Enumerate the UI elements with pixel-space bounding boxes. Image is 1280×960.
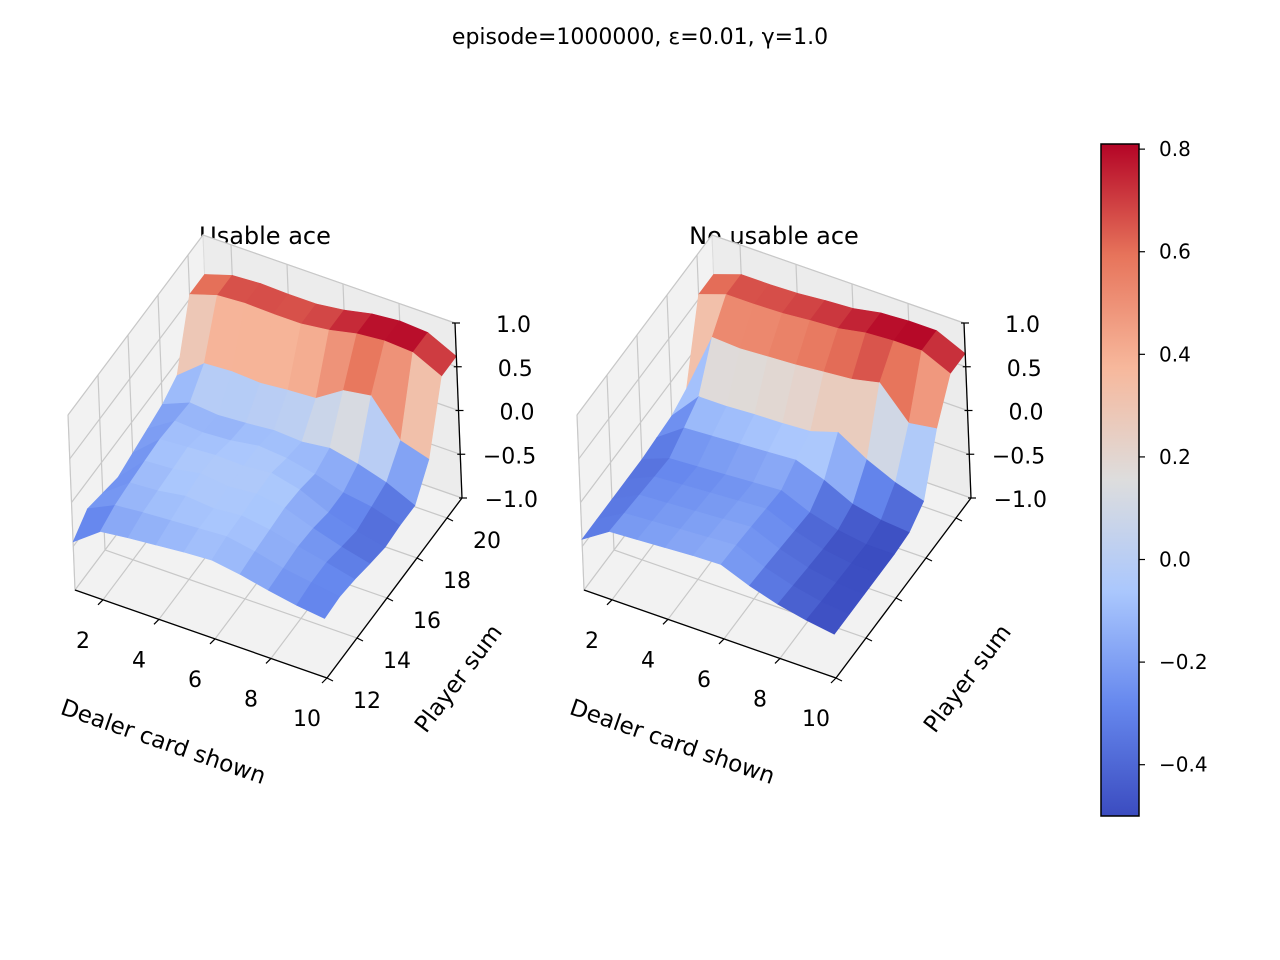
x-tick-label: 8 [244,687,258,712]
y-tick [326,677,334,682]
y-tick [895,597,903,602]
x-tick-label: 4 [641,648,655,673]
z-tick-label: 0.0 [1009,401,1044,426]
y-tick-label: 12 [353,689,381,714]
surface-patch [296,582,341,619]
z-tick-label: 0.0 [500,401,535,426]
y-tick-label: 14 [383,649,411,674]
z-gridline [67,234,456,416]
x-tick-label: 6 [188,668,202,693]
y-tick [356,637,364,642]
x-tick-label: 6 [697,668,711,693]
x-tick-label: 2 [76,629,90,654]
z-tick-label: 0.5 [498,357,533,382]
x-tick [265,658,272,664]
colorbar-tick-label: −0.2 [1159,650,1208,674]
y-tick [955,517,963,522]
z-tick-label: −1.0 [994,488,1047,513]
x-tick [718,638,725,645]
y-axis-label: Player sum [919,620,1017,738]
colorbar-tick-label: 0.8 [1159,137,1191,161]
y-tick [416,557,424,562]
x-tick-label: 10 [293,707,321,732]
z-tick-label: −0.5 [483,444,536,469]
z-tick-label: 1.0 [1005,313,1040,338]
x-tick-label: 10 [802,707,830,732]
y-tick-label: 20 [473,529,501,554]
no-usable-ace-surface-plot: No usable ace246810−1.0−0.50.00.51.0Deal… [566,222,1047,790]
x-tick [830,677,837,684]
z-tick-label: 0.5 [1007,357,1042,382]
y-tick [386,597,394,602]
y-axis-line [326,497,463,679]
colorbar: −0.4 −0.2 0.0 0.2 0.4 0.6 0.8 [1100,137,1208,817]
x-tick-label: 2 [585,629,599,654]
colorbar-tick-label: 0.6 [1159,240,1191,264]
x-axis-line [583,589,837,679]
y-tick [446,517,454,522]
figure-title: episode=1000000, ε=0.01, γ=1.0 [452,25,828,50]
y-tick-label: 16 [413,609,441,634]
x-tick [774,658,781,664]
x-tick-label: 8 [753,687,767,712]
x-tick [153,618,160,625]
colorbar-gradient [1100,143,1140,817]
y-tick [865,637,873,642]
z-tick-label: −1.0 [485,488,538,513]
y-tick [835,677,843,682]
z-gridline [576,234,965,416]
colorbar-tick-label: 0.4 [1159,342,1191,366]
x-tick [662,618,669,625]
x-tick [97,599,104,606]
x-axis-label: Dealer card shown [57,695,269,790]
y-axis-label: Player sum [410,620,508,738]
y-tick-label: 18 [443,569,471,594]
colorbar-tick-label: 0.0 [1159,548,1191,572]
colorbar-tick-label: 0.2 [1159,445,1191,469]
x-axis-line [74,589,328,679]
x-tick [209,638,216,645]
z-tick-label: 1.0 [496,313,531,338]
x-axis-label: Dealer card shown [566,695,778,790]
y-axis-line [835,497,972,679]
surface-patch [805,601,850,635]
z-tick-label: −0.5 [992,444,1045,469]
colorbar-tick-label: −0.4 [1159,753,1208,777]
x-tick [321,677,328,684]
y-tick [925,557,933,562]
x-tick-label: 4 [132,648,146,673]
x-tick [606,599,613,606]
usable-ace-surface-plot: Usable ace2468101214161820−1.0−0.50.00.5… [57,222,538,790]
